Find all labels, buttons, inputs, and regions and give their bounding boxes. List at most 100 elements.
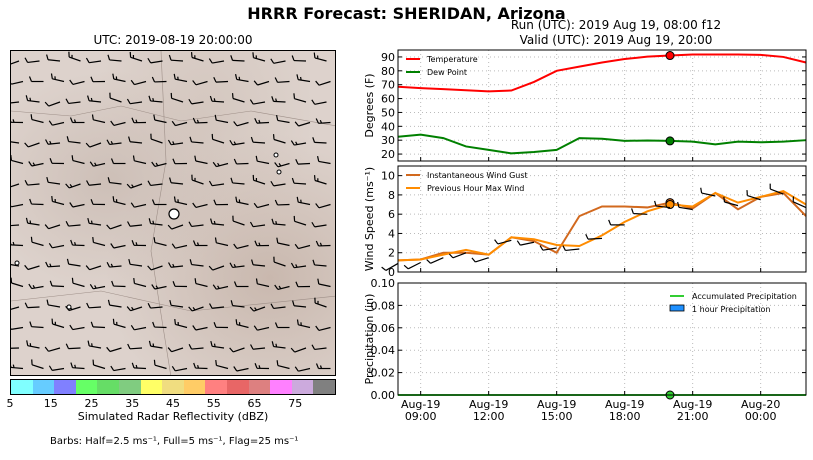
wind-barb	[109, 92, 122, 103]
wind-barb	[188, 221, 204, 228]
wind-barb	[516, 240, 535, 246]
colorbar-label: Simulated Radar Reflectivity (dBZ)	[77, 410, 269, 423]
colorbar-tick-label: 25	[84, 397, 99, 410]
x-tick-label: Aug-20	[741, 398, 780, 411]
y-tick-label: 0.06	[371, 322, 396, 335]
wind-barb	[167, 224, 184, 230]
colorbar-swatch	[97, 380, 119, 394]
wind-barb	[148, 340, 163, 349]
wind-barb	[270, 180, 286, 187]
wind-barb	[11, 154, 24, 165]
colorbar-tick-label: 55	[206, 397, 221, 410]
wind-barb	[209, 303, 225, 309]
wind-barb	[46, 54, 61, 62]
series-line-2	[397, 133, 807, 155]
wind-barb	[290, 262, 307, 269]
wind-barb	[296, 196, 311, 206]
wind-barb	[28, 283, 44, 290]
wind-barb	[129, 51, 143, 62]
legend-label: Dew Point	[427, 68, 467, 77]
figure-title: HRRR Forecast: SHERIDAN, Arizona	[247, 4, 566, 23]
wind-barb	[24, 302, 40, 309]
wind-barb	[127, 343, 143, 350]
wind-barb	[208, 265, 225, 271]
county-boundary	[11, 290, 335, 312]
wind-barb	[426, 257, 444, 264]
wind-barb	[106, 224, 122, 230]
y-tick-label: 0.04	[371, 344, 396, 357]
wind-barb	[171, 120, 188, 127]
wind-barb	[107, 177, 122, 185]
wind-barb	[249, 99, 266, 105]
colorbar-tick-label: 75	[288, 397, 303, 410]
wind-barb	[11, 60, 20, 66]
wind-barb	[130, 202, 147, 208]
x-tick-label: 09:00	[405, 410, 437, 423]
wind-barb	[153, 114, 167, 124]
wind-barb	[253, 202, 270, 209]
y-tick-label: 0.10	[371, 277, 396, 290]
wind-barb	[295, 158, 311, 165]
wind-barb	[471, 257, 489, 263]
wind-barb	[173, 73, 188, 83]
wind-barb	[151, 199, 167, 206]
wind-barb	[608, 219, 625, 226]
calm-circle	[273, 152, 279, 158]
wind-barb	[274, 322, 290, 329]
wind-barb	[295, 281, 311, 288]
wind-barb	[11, 140, 20, 144]
wind-barb	[294, 121, 311, 127]
wind-barb	[213, 76, 229, 83]
wind-barb	[28, 161, 44, 167]
y-axis-label: Precipitation (in)	[363, 294, 376, 385]
wind-barb	[272, 134, 286, 144]
wind-barb	[11, 183, 20, 189]
wind-barb	[274, 77, 290, 83]
wind-barb	[274, 284, 290, 290]
wind-barb	[126, 183, 143, 189]
wind-barb	[65, 98, 81, 105]
wind-barb	[92, 236, 106, 247]
wind-barb	[126, 306, 143, 312]
wind-barb	[214, 114, 229, 124]
wind-barb	[677, 201, 693, 211]
wind-barb	[71, 155, 85, 165]
wind-barb	[403, 261, 421, 270]
wind-barb	[208, 180, 225, 187]
wind-barb	[192, 240, 208, 247]
wind-barb	[255, 155, 270, 165]
wind-barb	[230, 300, 245, 308]
plot-frame	[397, 49, 807, 162]
wind-barb	[274, 162, 290, 168]
wind-barb	[112, 196, 126, 206]
wind-barb	[235, 319, 249, 329]
wind-barb	[276, 360, 290, 370]
wind-barb	[215, 359, 229, 370]
wind-barb	[11, 347, 20, 350]
wind-barb	[290, 140, 307, 146]
run-line: Run (UTC): 2019 Aug 19, 08:00 f12	[510, 18, 722, 32]
wind-barb	[112, 73, 126, 83]
wind-barb	[25, 217, 40, 226]
wind-barb	[29, 198, 44, 206]
wind-barb	[70, 239, 85, 247]
wind-barb	[168, 54, 184, 62]
wind-barb	[151, 284, 167, 290]
colorbar-swatch	[140, 380, 163, 394]
wind-barb	[315, 80, 331, 86]
y-tick-label: 4	[388, 227, 395, 240]
wind-barb	[147, 302, 163, 309]
wind-barb	[315, 325, 331, 331]
wind-barb	[294, 243, 311, 250]
wind-barb	[110, 158, 126, 165]
wind-barb	[229, 347, 245, 353]
wind-barb	[190, 52, 204, 62]
wind-barb	[147, 265, 163, 271]
wind-barb	[317, 278, 331, 288]
wind-barb	[290, 347, 307, 353]
wind-barb	[11, 277, 24, 288]
wind-barb	[250, 136, 266, 144]
wind-barb	[316, 156, 331, 165]
x-tick-label: Aug-19	[605, 398, 644, 411]
